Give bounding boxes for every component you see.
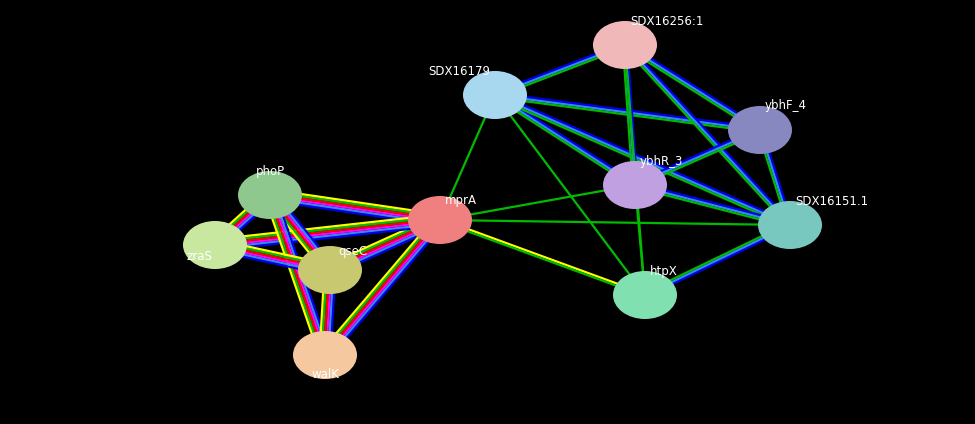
Text: phoP: phoP <box>255 165 285 178</box>
Ellipse shape <box>603 161 667 209</box>
Ellipse shape <box>613 271 677 319</box>
Ellipse shape <box>463 71 527 119</box>
Ellipse shape <box>298 246 362 294</box>
Ellipse shape <box>183 221 247 269</box>
Ellipse shape <box>408 196 472 244</box>
Text: ybhF_4: ybhF_4 <box>765 99 807 112</box>
Ellipse shape <box>758 201 822 249</box>
Ellipse shape <box>728 106 792 154</box>
Ellipse shape <box>238 171 302 219</box>
Text: htpX: htpX <box>650 265 678 278</box>
Text: mprA: mprA <box>445 194 477 207</box>
Text: SDX16151.1: SDX16151.1 <box>795 195 868 208</box>
Text: SDX16179: SDX16179 <box>428 65 490 78</box>
Ellipse shape <box>593 21 657 69</box>
Ellipse shape <box>293 331 357 379</box>
Text: ybhR_3: ybhR_3 <box>640 155 683 168</box>
Text: SDX16256:1: SDX16256:1 <box>630 15 703 28</box>
Text: walK: walK <box>311 368 339 381</box>
Text: qseC: qseC <box>338 245 368 258</box>
Text: zraS: zraS <box>186 251 212 263</box>
